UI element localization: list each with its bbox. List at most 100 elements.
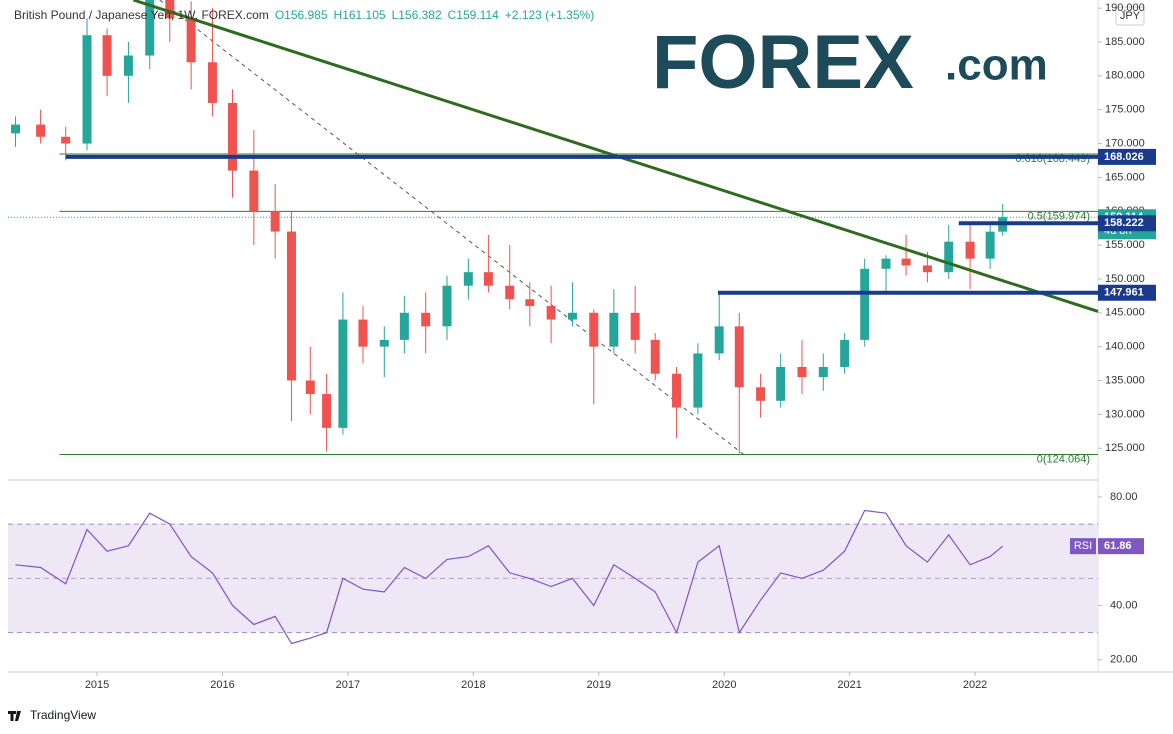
candle-body [379, 339, 389, 347]
candle-body [546, 306, 556, 320]
y-tick-label: 155.000 [1105, 239, 1145, 251]
candle-body [797, 366, 807, 378]
candle-body [286, 231, 296, 381]
price-tag-label: 158.222 [1104, 217, 1144, 229]
candle-body [609, 312, 619, 347]
candle-body [207, 62, 217, 103]
candle-body [693, 353, 703, 408]
candle-body [123, 55, 133, 76]
y-tick-label: 135.000 [1105, 374, 1145, 386]
candle-body [881, 258, 891, 269]
candle-body [322, 394, 332, 428]
candle-body [525, 299, 535, 307]
x-tick-label: 2019 [587, 679, 611, 691]
dashed-trendline [159, 0, 745, 456]
x-tick-label: 2020 [712, 679, 736, 691]
candle-body [11, 124, 21, 134]
logo: FOREX [652, 20, 914, 105]
currency-box [1115, 6, 1145, 26]
y-tick-label: 185.000 [1105, 36, 1145, 48]
candle-body [270, 211, 280, 232]
y-tick-label: 175.000 [1105, 104, 1145, 116]
candle-body [965, 241, 975, 259]
y-tick-label: 145.000 [1105, 307, 1145, 319]
rsi-tick-label: 40.00 [1110, 599, 1138, 611]
price-tag-label: 147.961 [1104, 287, 1144, 299]
y-tick-label: 125.000 [1105, 442, 1145, 454]
logo-suffix: .com [945, 41, 1048, 90]
candle-body [650, 339, 660, 374]
y-tick-label: 190.000 [1105, 2, 1145, 14]
candle-body [589, 312, 599, 347]
x-tick-label: 2022 [963, 679, 987, 691]
price-tag [1098, 215, 1156, 232]
fib-label: 0.5(159.974) [1028, 210, 1090, 222]
y-tick-label: 180.000 [1105, 70, 1145, 82]
footer-text: TradingView [30, 708, 96, 722]
candle-body [840, 339, 850, 367]
candle-body [672, 373, 682, 408]
rsi-value-label: 61.86 [1104, 540, 1132, 552]
candle-body [421, 312, 431, 327]
legend-value: C159.114 [448, 8, 499, 22]
legend-value: +2.123 (+1.35%) [505, 8, 594, 22]
rsi-tick-label: 80.00 [1110, 491, 1138, 503]
legend-value: O156.985 [275, 8, 328, 22]
candle-body [483, 272, 493, 286]
y-tick-label: 150.000 [1105, 273, 1145, 285]
candle-body [442, 285, 452, 327]
y-tick-label: 130.000 [1105, 408, 1145, 420]
candle-body [165, 0, 175, 19]
candle-body [505, 285, 515, 300]
candle-body [567, 312, 577, 320]
candle-body [102, 35, 112, 76]
chart-title: British Pound / Japanese Yen, 1W, FOREX.… [14, 8, 269, 22]
candle-body [860, 268, 870, 340]
candle-body [228, 102, 238, 171]
candle-body [61, 136, 71, 144]
tradingview-icon [8, 711, 21, 721]
fib-label: 0.618(168.449) [1015, 153, 1090, 165]
candle-body [922, 265, 932, 273]
legend-value: H161.105 [334, 8, 386, 22]
legend-value: L156.382 [392, 8, 442, 22]
candle-body [358, 319, 368, 347]
footer: TradingView [8, 708, 96, 722]
y-tick-label: 170.000 [1105, 137, 1145, 149]
candle-body [399, 312, 409, 340]
candle-body [734, 326, 744, 388]
candle-body [630, 312, 640, 340]
candle-body [186, 18, 196, 63]
price-tag [1098, 148, 1156, 165]
rsi-line [15, 509, 1004, 645]
candle-body [756, 387, 766, 401]
candle-body [944, 241, 954, 273]
candle-body [338, 319, 348, 428]
candle-body [305, 380, 315, 395]
x-tick-label: 2015 [85, 679, 109, 691]
rsi-tick-label: 20.00 [1110, 654, 1138, 666]
candle-body [463, 272, 473, 286]
y-tick-label: 140.000 [1105, 341, 1145, 353]
fib-label: 0(124.064) [1037, 453, 1090, 465]
candle-body [776, 366, 786, 401]
price-tag-label: 168.026 [1104, 151, 1144, 163]
candle-body [818, 366, 828, 378]
candle-body [82, 35, 92, 144]
x-tick-label: 2018 [461, 679, 485, 691]
x-tick-label: 2017 [336, 679, 360, 691]
currency-label: JPY [1120, 10, 1141, 22]
candle-body [145, 0, 155, 56]
x-tick-label: 2021 [837, 679, 861, 691]
price-tag [1098, 284, 1156, 301]
rsi-value-tag [1098, 538, 1144, 555]
candle-body [249, 170, 259, 212]
candle-body [714, 326, 724, 354]
rsi-name-tag [1070, 538, 1096, 555]
x-tick-label: 2016 [210, 679, 234, 691]
y-tick-label: 165.000 [1105, 171, 1145, 183]
candle-body [901, 258, 911, 266]
rsi-name: RSI [1074, 540, 1092, 552]
candle-body [36, 124, 46, 137]
